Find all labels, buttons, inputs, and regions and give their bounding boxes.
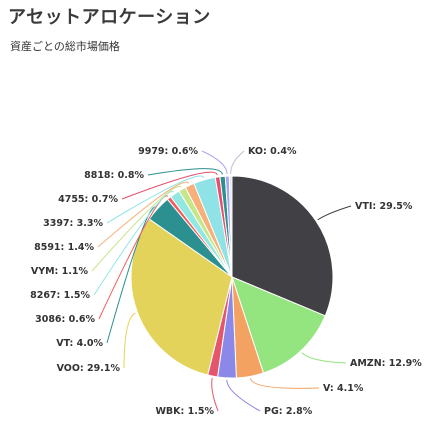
connector-8818: [147, 168, 223, 176]
data-label-8818: 8818: 0.8%: [84, 170, 144, 181]
pie-slice-amzn[interactable]: [231, 276, 326, 374]
connector-9979: [201, 150, 228, 175]
data-label-4755: 4755: 0.7%: [58, 194, 118, 205]
pie-slice-vti[interactable]: [231, 175, 334, 317]
data-label-wbk: WBK: 1.5%: [155, 406, 214, 417]
connector-ko: [230, 150, 245, 175]
connector-voo: [123, 312, 136, 369]
data-label-3397: 3397: 3.3%: [43, 218, 103, 229]
page-title: アセットアロケーション: [8, 7, 211, 28]
connector-8267: [93, 190, 174, 296]
data-label-vti: VTI: 29.5%: [355, 201, 413, 212]
data-label-ko: KO: 0.4%: [248, 146, 297, 157]
data-label-vym: VYM: 1.1%: [31, 266, 89, 277]
connector-pg: [226, 379, 261, 412]
connector-vym: [91, 185, 182, 272]
connector-amzn: [301, 352, 347, 364]
connector-4755: [121, 171, 218, 200]
connector-wbk: [211, 377, 219, 412]
page-subtitle: 資産ごとの総市場価格: [10, 40, 120, 53]
data-label-3086: 3086: 0.6%: [35, 314, 95, 325]
connector-vt: [106, 206, 157, 344]
connector-3086: [98, 195, 169, 320]
data-label-amzn: AMZN: 12.9%: [350, 358, 422, 369]
data-label-pg: PG: 2.8%: [264, 406, 313, 417]
data-label-8591: 8591: 1.4%: [34, 242, 94, 253]
connector-vti: [317, 205, 352, 221]
data-label-9979: 9979: 0.6%: [138, 146, 198, 157]
data-label-vt: VT: 4.0%: [56, 338, 103, 349]
data-label-8267: 8267: 1.5%: [30, 290, 90, 301]
pie-slice-ko[interactable]: [228, 175, 233, 278]
data-label-voo: VOO: 29.1%: [57, 363, 121, 374]
connector-v: [249, 378, 320, 389]
connector-3397: [106, 175, 205, 224]
data-label-v: V: 4.1%: [323, 383, 364, 394]
connector-8591: [97, 181, 190, 248]
